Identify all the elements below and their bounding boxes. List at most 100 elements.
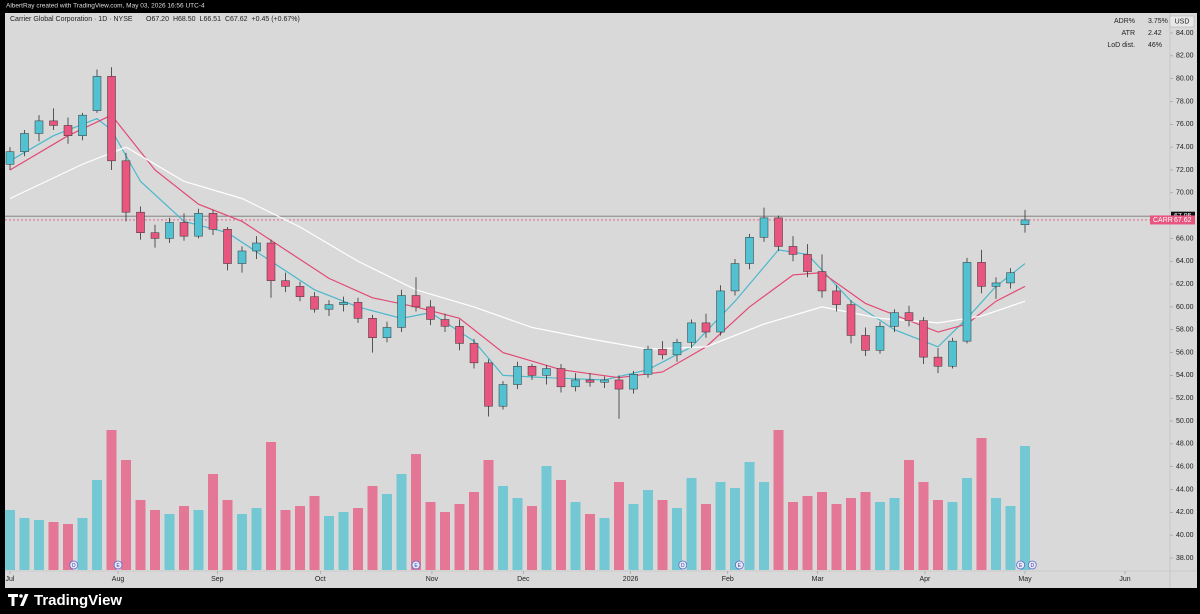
candle-body	[165, 222, 174, 239]
candle-body	[5, 151, 15, 165]
x-tick-label: Feb	[722, 576, 734, 583]
volume-bar	[382, 494, 392, 570]
volume-bar	[367, 486, 378, 570]
ohlc-value: +0.45 (+0.67%)	[252, 16, 300, 23]
volume-bar	[251, 508, 262, 570]
y-tick-label: 80.00	[1176, 75, 1194, 82]
candle-body	[252, 242, 261, 252]
event-icon	[734, 560, 744, 570]
volume-bar	[947, 502, 958, 570]
candle-body	[919, 320, 928, 358]
candle-body	[687, 322, 696, 343]
candle-body	[150, 232, 160, 239]
ohlc-value: L66.51	[200, 16, 222, 23]
volume-bar	[295, 506, 305, 570]
volume-bar	[440, 512, 450, 570]
x-tick-label: Jun	[1119, 576, 1130, 583]
info-value: 46%	[1148, 42, 1162, 49]
candle-body	[585, 379, 595, 383]
candle-body	[382, 327, 392, 338]
volume-bar	[672, 508, 682, 570]
candle-body	[745, 237, 754, 264]
candle-body	[701, 322, 711, 333]
candle-body	[788, 246, 798, 255]
volume-bar	[875, 502, 885, 570]
event-label: D	[1030, 563, 1034, 569]
tradingview-logo	[8, 594, 29, 606]
event-icon	[113, 560, 123, 570]
y-tick-label: 38.00	[1176, 555, 1194, 562]
y-tick-label: 44.00	[1176, 486, 1194, 493]
candle-body	[977, 262, 986, 287]
candle-body	[469, 343, 479, 364]
ohlc-value: H68.50	[173, 16, 196, 23]
candle-body	[63, 125, 73, 136]
candle-body	[107, 76, 116, 162]
volume-bar	[541, 466, 552, 570]
volume-bar	[164, 514, 175, 570]
candle-body	[194, 213, 203, 237]
volume-bar	[976, 438, 987, 570]
volume-bar	[599, 518, 610, 570]
last-price-label: 67.62	[1174, 217, 1192, 224]
y-tick-label: 78.00	[1176, 98, 1194, 105]
candle-body	[730, 263, 740, 292]
event-label: D	[72, 563, 76, 569]
volume-bar	[846, 498, 856, 570]
volume-bar	[585, 514, 595, 570]
volume-bar	[266, 442, 276, 570]
volume-bar	[353, 508, 363, 570]
candle-body	[20, 133, 29, 152]
candle-body	[556, 368, 566, 388]
volume-bar	[396, 474, 407, 570]
x-tick-label: Oct	[315, 576, 326, 583]
x-tick-label: Jul	[6, 576, 15, 583]
volume-bar	[802, 496, 813, 570]
volume-bar	[991, 498, 1001, 570]
ohlc-legend: O67.20 H68.50 L66.51 C67.62 +0.45 (+0.67%)	[146, 16, 300, 23]
ohlc-value: C67.62	[225, 16, 248, 23]
event-icon	[69, 560, 79, 570]
volume-bar	[92, 480, 102, 570]
volume-bar	[179, 506, 189, 570]
x-tick-label: Aug	[112, 576, 125, 583]
volume-bar	[817, 492, 827, 570]
ohlc-value: O67.20	[146, 16, 169, 23]
candle-body	[774, 217, 783, 247]
volume-bar	[831, 504, 842, 570]
x-tick-label: Nov	[426, 576, 439, 583]
volume-bar	[904, 460, 914, 570]
volume-bar	[744, 462, 755, 570]
candle-body	[295, 286, 305, 297]
y-tick-label: 72.00	[1176, 167, 1194, 174]
candle-body	[672, 342, 682, 356]
volume-bar	[686, 478, 697, 570]
candle-body	[237, 250, 247, 264]
y-tick-label: 74.00	[1176, 144, 1194, 151]
volume-bar	[715, 482, 726, 570]
info-value: 3.75%	[1148, 18, 1168, 25]
volume-bar	[773, 430, 784, 570]
candle-body	[527, 366, 537, 376]
candle-body	[498, 384, 508, 407]
volume-bar	[483, 460, 494, 570]
candle-body	[643, 348, 653, 375]
volume-bar	[106, 430, 117, 570]
candle-body	[614, 379, 624, 390]
candle-body	[34, 120, 44, 134]
volume-bar	[962, 478, 972, 570]
candle-body	[846, 304, 856, 336]
y-tick-label: 84.00	[1176, 30, 1194, 37]
candle-body	[136, 211, 145, 233]
candle-body	[716, 290, 725, 333]
chart-area	[5, 13, 1197, 588]
candle-body	[600, 379, 609, 383]
x-tick-label: Apr	[919, 576, 931, 583]
candle-body	[368, 318, 377, 338]
volume-bar	[657, 500, 668, 570]
event-label: E	[116, 563, 120, 569]
y-tick-label: 42.00	[1176, 509, 1194, 516]
candle-body	[49, 120, 58, 126]
candle-body	[78, 114, 87, 136]
y-tick-label: 54.00	[1176, 372, 1194, 379]
